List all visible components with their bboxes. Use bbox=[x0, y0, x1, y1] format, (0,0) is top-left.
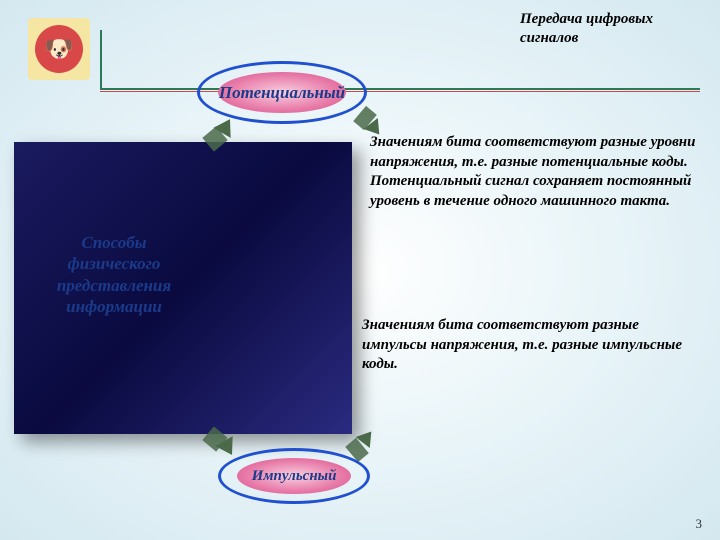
desc-potential: Значениям бита соответствуют разные уров… bbox=[370, 133, 700, 211]
logo-badge: 🐶 bbox=[28, 18, 90, 80]
panel-text: Способы физического представления информ… bbox=[14, 232, 214, 317]
logo-icon: 🐶 bbox=[44, 35, 74, 64]
ellipse-impulse-fill: Импульсный bbox=[237, 458, 351, 494]
ellipse-impulse-label: Импульсный bbox=[252, 468, 337, 485]
main-panel: Способы физического представления информ… bbox=[14, 142, 352, 434]
slide-title: Передача цифровых сигналов bbox=[520, 10, 653, 48]
ellipse-potential-fill: Потенциальный bbox=[218, 72, 346, 113]
logo-circle: 🐶 bbox=[35, 25, 83, 73]
ellipse-impulse: Импульсный bbox=[218, 448, 370, 504]
axis-vertical bbox=[100, 30, 102, 90]
ellipse-potential-label: Потенциальный bbox=[219, 83, 345, 103]
desc-impulse: Значениям бита соответствуют разные импу… bbox=[362, 316, 697, 375]
axis-horizontal bbox=[100, 88, 700, 90]
axis-horizontal-accent bbox=[100, 91, 700, 92]
page-number: 3 bbox=[696, 516, 703, 532]
